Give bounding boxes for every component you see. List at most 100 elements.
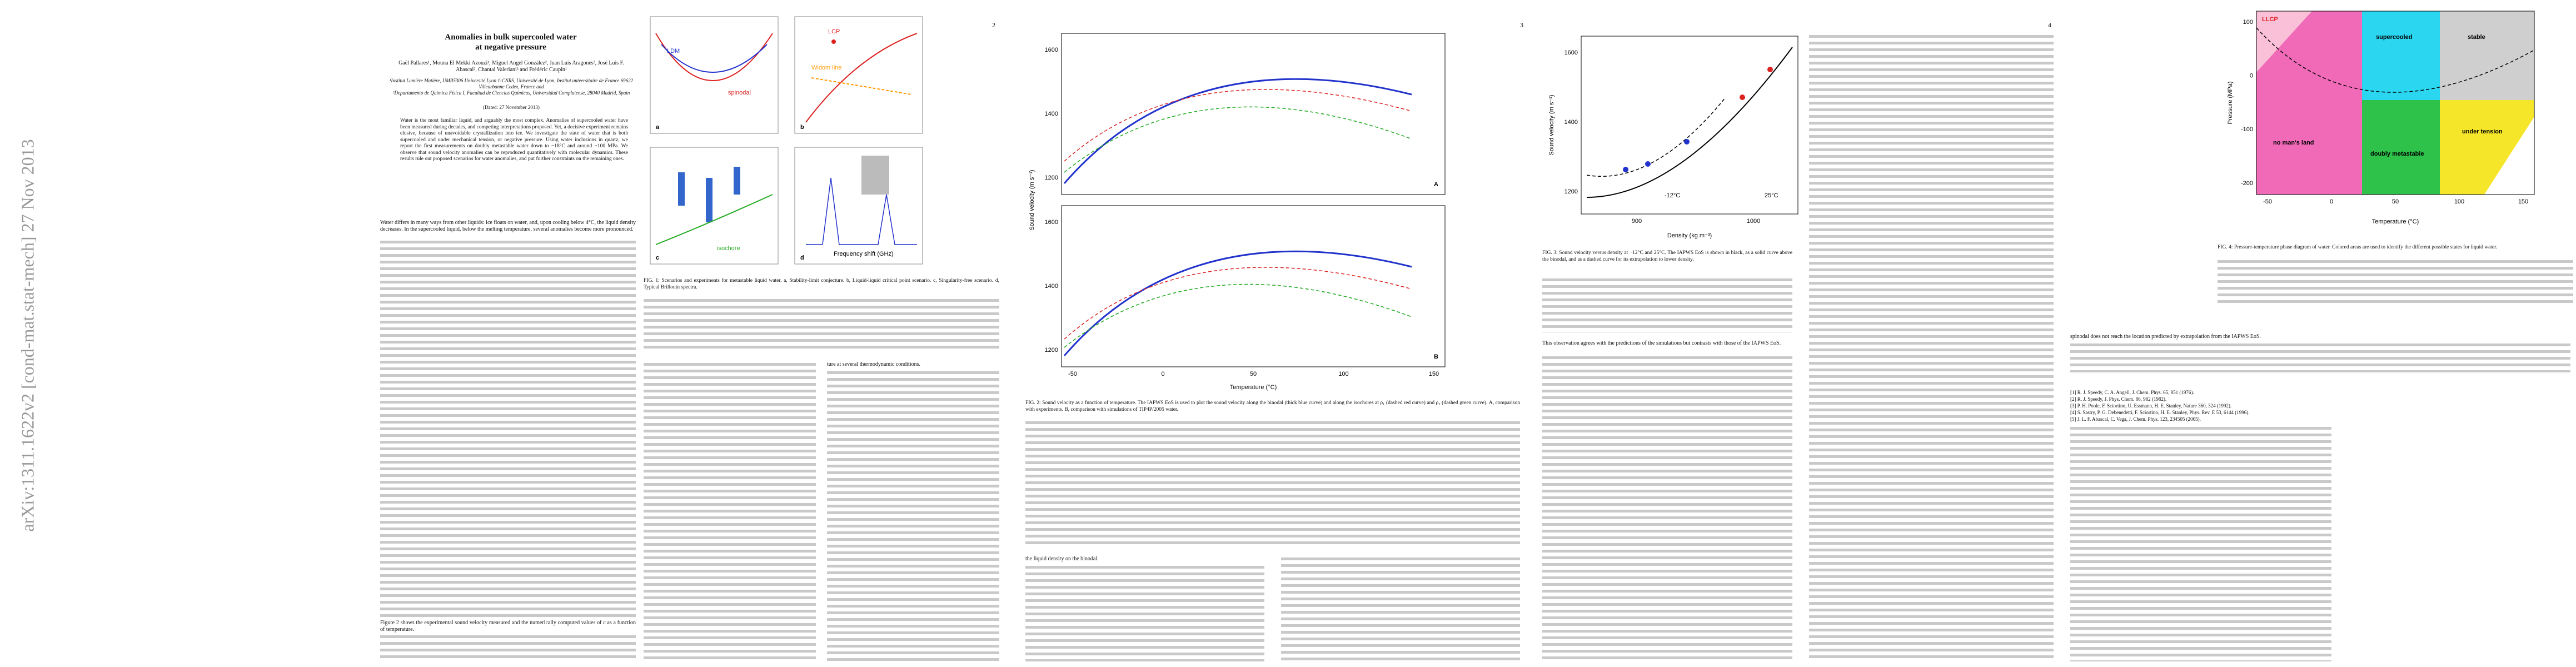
curve <box>811 77 912 95</box>
y-tick-label: 1200 <box>1045 175 1058 181</box>
figure-label: spinodal <box>728 89 751 96</box>
body-text-lines <box>1281 556 1520 661</box>
curve <box>805 33 918 123</box>
figure-label: Widom line <box>811 64 841 71</box>
x-axis-label: Temperature (°C) <box>2372 218 2419 225</box>
y-tick-label: 1400 <box>1045 283 1058 290</box>
body-text-lines <box>827 370 999 661</box>
y-tick-label: 1200 <box>1564 188 1578 195</box>
panel-frame <box>650 147 779 265</box>
region-label: LLCP <box>2262 16 2278 23</box>
page-number: 3 <box>1520 21 1523 29</box>
reference-lines <box>2070 425 2331 661</box>
y-axis-label: Sound velocity (m s⁻¹) <box>1029 170 1035 230</box>
bar-icon <box>734 167 740 195</box>
panel-label: a <box>656 124 660 131</box>
figure-caption: FIG. 2: Sound velocity as a function of … <box>1025 400 1520 412</box>
data-point <box>1645 161 1651 167</box>
panel-label: d <box>800 255 804 261</box>
page-number: 2 <box>992 21 995 29</box>
references: [1] R. J. Speedy, C. A. Angell, J. Chem.… <box>2070 389 2331 422</box>
x-tick-label: 150 <box>2518 198 2528 205</box>
reference: [5] J. L. F. Abascal, C. Vega, J. Chem. … <box>2070 416 2201 422</box>
critical-point <box>831 39 836 44</box>
body-text-lines <box>380 239 636 617</box>
dated: (Dated: 27 November 2013) <box>483 104 540 110</box>
reference: [1] R. J. Speedy, C. A. Angell, J. Chem.… <box>2070 390 2194 395</box>
binodal-curve <box>1063 250 1412 356</box>
region <box>2484 117 2534 195</box>
reference: [4] S. Sastry, P. G. Debenedetti, F. Sci… <box>2070 410 2250 415</box>
affiliation: ¹Institut Lumière Matière, UMR5306 Unive… <box>389 78 634 89</box>
body-text: This observation agrees with the predict… <box>1542 340 1781 346</box>
x-tick-label: 150 <box>1429 371 1439 377</box>
reference: [3] P. H. Poole, F. Sciortino, U. Essman… <box>2070 403 2232 409</box>
body-text-lines <box>380 634 636 661</box>
body-text-lines <box>1809 33 2054 661</box>
curve <box>655 33 773 81</box>
figure-caption: FIG. 4: Pressure-temperature phase diagr… <box>2218 245 2498 250</box>
y-tick-label: -100 <box>2241 126 2253 133</box>
region <box>2362 11 2440 100</box>
panel-frame <box>794 16 923 134</box>
x-tick-label: 100 <box>2454 198 2464 205</box>
isochore-curve <box>1064 267 1412 340</box>
figure-2: A B Sound velocity (m s⁻¹) Temperature (… <box>1029 33 1446 391</box>
title-line: Anomalies in bulk supercooled water <box>445 33 577 42</box>
region-label: supercooled <box>2376 34 2412 41</box>
isochore-curve <box>1064 283 1412 348</box>
figure-label: -12°C <box>1665 192 1680 199</box>
figure-3: -12°C 25°C Sound velocity (m s⁻¹) Densit… <box>1548 36 1798 239</box>
body-text-lines <box>1542 355 1792 661</box>
y-tick-label: 1200 <box>1045 347 1058 354</box>
caption-lines <box>644 297 999 350</box>
region-label: doubly metastable <box>2370 151 2424 157</box>
body-text-lines <box>2070 342 2570 372</box>
binodal-curve <box>1063 78 1412 184</box>
x-tick-label: 50 <box>1250 371 1257 377</box>
body-text-lines <box>644 361 816 661</box>
body-text: ture at several thermodynamic conditions… <box>827 361 921 367</box>
x-tick-label: 100 <box>1338 371 1348 377</box>
data-point <box>1684 139 1690 145</box>
y-tick-label: 100 <box>2243 19 2253 26</box>
y-tick-label: 1400 <box>1045 111 1058 117</box>
figure-label: LCP <box>828 28 840 35</box>
affiliation: ²Departamento de Química Física I, Facul… <box>392 90 630 96</box>
isochore-curve <box>1064 106 1412 173</box>
panel-label: B <box>1434 354 1438 360</box>
body-text: Figure 2 shows the experimental sound ve… <box>380 620 636 633</box>
abstract: Water is the most familiar liquid, and a… <box>400 118 628 162</box>
body-text: the liquid density on the binodal. <box>1025 556 1099 562</box>
y-tick-label: -200 <box>2241 180 2253 187</box>
bar-icon <box>678 172 685 206</box>
spinodal-curve <box>2256 27 2535 93</box>
panel-label: A <box>1434 181 1438 188</box>
data-point <box>1740 94 1745 100</box>
curve <box>655 194 773 245</box>
curve <box>661 44 768 73</box>
y-tick-label: 0 <box>2250 73 2253 79</box>
x-axis-label: Temperature (°C) <box>1230 384 1277 391</box>
panel-frame <box>1061 33 1446 195</box>
y-tick-label: 1600 <box>1045 47 1058 53</box>
inclusion-image <box>861 156 889 195</box>
figure-1: a b c d spinodal LDM LCP Widom line isoc… <box>650 16 923 265</box>
region <box>2256 11 2362 195</box>
panel-frame <box>650 16 779 134</box>
spectrum <box>806 177 917 245</box>
affiliations: ¹Institut Lumière Matière, UMR5306 Unive… <box>389 78 634 96</box>
y-axis-label: Pressure (MPa) <box>2227 81 2234 124</box>
figure-label: isochore <box>717 245 740 252</box>
region <box>2256 11 2312 72</box>
body-text: spinodal does not reach the location pre… <box>2070 334 2261 340</box>
x-tick-label: 900 <box>1632 218 1642 225</box>
x-axis-label: Density (kg m⁻³) <box>1667 232 1712 239</box>
data-point <box>1623 167 1628 172</box>
region <box>2362 100 2440 195</box>
caption-lines <box>1542 277 1792 332</box>
x-tick-label: -50 <box>1068 371 1077 377</box>
y-tick-label: 1400 <box>1564 119 1578 126</box>
x-tick-label: 50 <box>2392 198 2399 205</box>
